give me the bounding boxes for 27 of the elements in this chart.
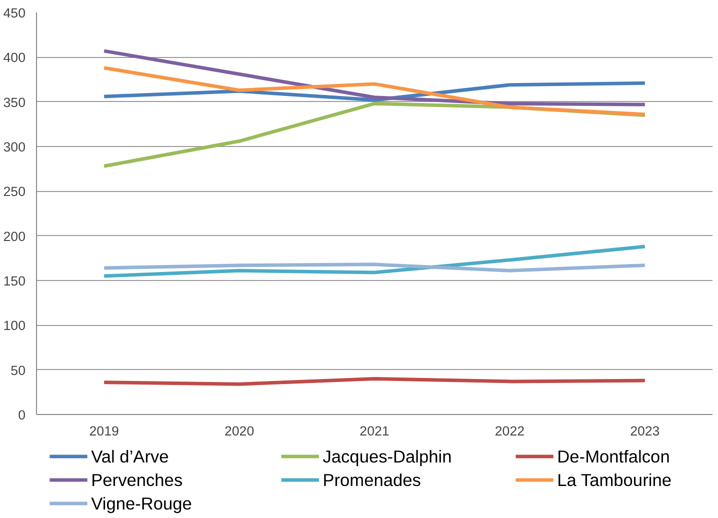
x-tick-label: 2022 <box>494 424 525 438</box>
y-tick-label: 50 <box>10 362 26 378</box>
legend-label: Jacques-Dalphin <box>322 446 452 466</box>
y-tick-label: 300 <box>3 140 26 154</box>
y-tick-label: 350 <box>3 94 26 110</box>
line-series <box>102 262 647 272</box>
y-tick-label: 100 <box>3 318 26 334</box>
y-tick-label: 400 <box>3 50 26 66</box>
y-tick-label: 450 <box>3 6 26 20</box>
y-tick-label: 0 <box>18 408 26 422</box>
legend-label: Val d’Arve <box>91 446 169 466</box>
legend-label: La Tambourine <box>557 470 672 490</box>
x-tick-label: 2023 <box>630 424 660 438</box>
y-tick-label: 150 <box>3 274 26 288</box>
y-tick-label: 250 <box>3 184 26 200</box>
line-series <box>102 49 647 106</box>
line-series <box>102 244 647 278</box>
x-tick-label: 2019 <box>89 424 119 438</box>
line-series <box>102 66 647 116</box>
line-series <box>102 81 647 102</box>
x-tick-label: 2020 <box>224 424 254 438</box>
y-tick-label: 200 <box>3 228 26 244</box>
legend-label: Promenades <box>322 470 422 490</box>
x-tick-label: 2021 <box>360 424 390 438</box>
legend-label: Pervenches <box>91 470 183 490</box>
legend-label: Vigne-Rouge <box>91 494 192 514</box>
legend-label: De-Montfalcon <box>557 446 670 466</box>
